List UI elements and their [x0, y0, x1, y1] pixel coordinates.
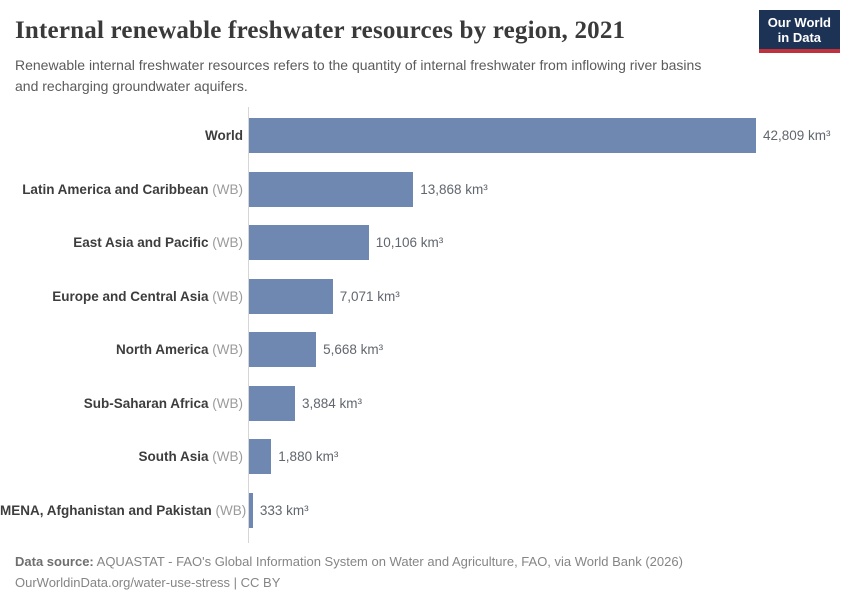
- bar-row: World 42,809 km³: [0, 109, 850, 163]
- bar[interactable]: [249, 225, 369, 261]
- bar-value-label: 7,071 km³: [339, 288, 400, 304]
- bar-value-label: 3,884 km³: [302, 395, 363, 411]
- bar-row: South Asia (WB) 1,880 km³: [0, 430, 850, 484]
- citation-line: OurWorldinData.org/water-use-stress | CC…: [15, 574, 281, 590]
- bar-value-label: 5,668 km³: [323, 342, 384, 358]
- region-entity-suffix: (WB): [208, 288, 243, 304]
- region-name: South Asia: [138, 449, 209, 465]
- region-name: Latin America and Caribbean: [22, 181, 209, 197]
- region-entity-suffix: (WB): [211, 502, 247, 518]
- bar[interactable]: [249, 332, 317, 368]
- region-entity-suffix: (WB): [208, 342, 243, 358]
- region-name: Europe and Central Asia: [52, 288, 209, 304]
- data-source-line: Data source: AQUASTAT - FAO's Global Inf…: [15, 552, 835, 573]
- bar-value-label: 333 km³: [259, 502, 309, 518]
- bar[interactable]: [249, 492, 253, 528]
- bar-plot-area: 333 km³: [249, 484, 850, 538]
- bar-category-label: Europe and Central Asia (WB): [0, 289, 243, 304]
- bar-value-label: 1,880 km³: [278, 449, 339, 465]
- chart-footer: Data source: AQUASTAT - FAO's Global Inf…: [15, 552, 835, 594]
- bar-row: East Asia and Pacific (WB) 10,106 km³: [0, 216, 850, 270]
- bar-category-label: East Asia and Pacific (WB): [0, 235, 243, 250]
- region-name: MENA, Afghanistan and Pakistan: [0, 502, 212, 518]
- bar[interactable]: [249, 278, 333, 314]
- bar-category-label: Sub-Saharan Africa (WB): [0, 396, 243, 411]
- bar-plot-area: 42,809 km³: [249, 109, 850, 163]
- page-title: Internal renewable freshwater resources …: [15, 17, 626, 44]
- region-name: Sub-Saharan Africa: [83, 395, 209, 411]
- owid-logo-line1: Our World: [767, 15, 831, 30]
- bar-plot-area: 13,868 km³: [249, 163, 850, 217]
- region-name: World: [205, 128, 243, 144]
- region-name: North America: [115, 342, 209, 358]
- bar-rows: World 42,809 km³ Latin America and Caribbe…: [0, 109, 850, 537]
- bar-chart: World 42,809 km³ Latin America and Caribbe…: [0, 107, 850, 543]
- bar-value-label: 13,868 km³: [420, 181, 488, 197]
- region-name: East Asia and Pacific: [73, 235, 209, 251]
- bar-category-label: Latin America and Caribbean (WB): [0, 182, 243, 197]
- bar-row: North America (WB) 5,668 km³: [0, 323, 850, 377]
- region-entity-suffix: (WB): [208, 449, 243, 465]
- page-subtitle: Renewable internal freshwater resources …: [15, 57, 702, 94]
- bar-plot-area: 1,880 km³: [249, 430, 850, 484]
- region-entity-suffix: (WB): [208, 395, 243, 411]
- bar-plot-area: 3,884 km³: [249, 377, 850, 431]
- y-axis-line: [248, 107, 249, 543]
- data-source-label: Data source:: [15, 554, 94, 569]
- bar[interactable]: [249, 385, 295, 421]
- owid-logo-line2: in Data: [777, 30, 822, 46]
- bar-category-label: World: [0, 128, 243, 143]
- bar-category-label: North America (WB): [0, 342, 243, 357]
- bar-plot-area: 7,071 km³: [249, 270, 850, 324]
- bar-row: Latin America and Caribbean (WB) 13,868 k…: [0, 163, 850, 217]
- bar-plot-area: 10,106 km³: [249, 216, 850, 270]
- data-source-text: AQUASTAT - FAO's Global Information Syst…: [93, 554, 683, 569]
- bar-value-label: 42,809 km³: [763, 128, 831, 144]
- bar-row: MENA, Afghanistan and Pakistan (WB) 333 k…: [0, 484, 850, 538]
- region-entity-suffix: (WB): [208, 235, 243, 251]
- bar-row: Sub-Saharan Africa (WB) 3,884 km³: [0, 377, 850, 431]
- bar[interactable]: [249, 439, 272, 475]
- bar-category-label: MENA, Afghanistan and Pakistan (WB): [0, 502, 246, 518]
- bar-value-label: 10,106 km³: [375, 235, 444, 251]
- bar-category-label: South Asia (WB): [0, 449, 243, 464]
- region-entity-suffix: (WB): [208, 181, 243, 197]
- bar-plot-area: 5,668 km³: [249, 323, 850, 377]
- bar[interactable]: [249, 171, 414, 207]
- owid-logo: Our World in Data: [758, 10, 840, 53]
- bar-row: Europe and Central Asia (WB) 7,071 km³: [0, 270, 850, 324]
- bar[interactable]: [249, 118, 756, 154]
